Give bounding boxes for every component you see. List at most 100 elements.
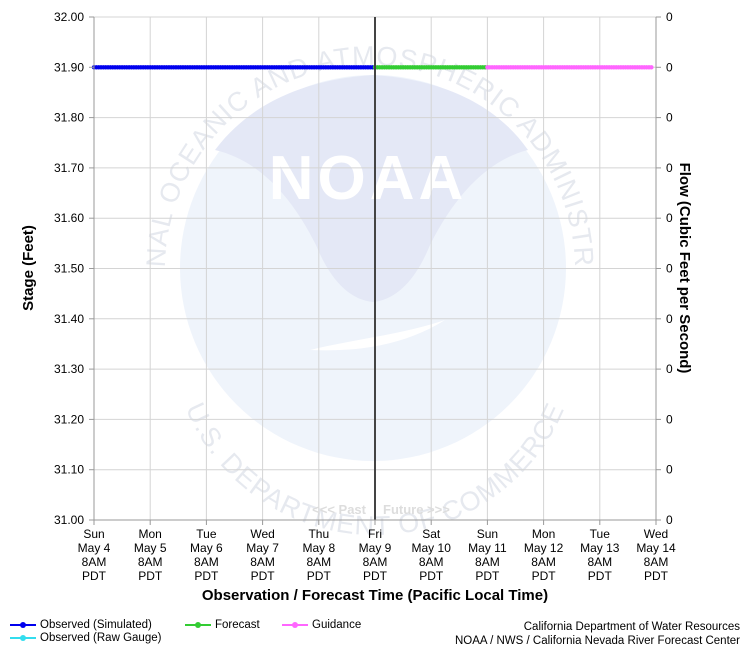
x-tick-label-line: 8AM <box>306 555 331 569</box>
x-tick-label-line: 8AM <box>138 555 163 569</box>
past-label: <<< Past <box>312 502 367 517</box>
credits: California Department of Water Resources… <box>455 620 740 648</box>
x-tick-label-line: PDT <box>532 569 557 583</box>
x-tick-label-line: Mon <box>532 527 555 541</box>
x-tick-label-line: May 11 <box>468 541 507 555</box>
x-tick-label-line: May 6 <box>190 541 223 555</box>
x-tick-label: Thu May 8 8AM PDT <box>302 527 335 583</box>
legend-label: Guidance <box>312 619 362 631</box>
credit-line-forecast-center: NOAA / NWS / California Nevada River For… <box>454 635 740 647</box>
x-tick-label: Mon May 12 8AM PDT <box>524 527 564 583</box>
x-tick-label-line: Sun <box>477 527 498 541</box>
x-tick-label-line: 8AM <box>194 555 219 569</box>
watermark-seagull <box>215 75 528 302</box>
y2-tick-label: 0 <box>666 513 673 527</box>
y-tick-label: 31.50 <box>54 262 84 276</box>
x-tick-label-line: May 10 <box>412 541 452 555</box>
legend-item-observed-simulated: Observed (Simulated) <box>10 619 152 631</box>
x-tick-label: Mon May 5 8AM PDT <box>134 527 167 583</box>
legend-label: Observed (Simulated) <box>40 619 152 631</box>
x-tick-label-line: PDT <box>644 569 669 583</box>
x-tick-label-line: May 7 <box>246 541 279 555</box>
x-tick-label-line: May 4 <box>78 541 111 555</box>
x-tick-label-line: PDT <box>138 569 163 583</box>
x-tick-label-line: 8AM <box>419 555 444 569</box>
x-tick-label-line: Wed <box>250 527 274 541</box>
x-tick-label-line: 8AM <box>363 555 388 569</box>
y-tick-label: 31.80 <box>54 111 84 125</box>
x-tick-label: Tue May 6 8AM PDT <box>190 527 223 583</box>
x-tick-label: Sun May 4 8AM PDT <box>78 527 111 583</box>
credit-line-agency: California Department of Water Resources <box>523 621 740 633</box>
y2-tick-label: 0 <box>666 10 673 24</box>
legend-label: Forecast <box>215 619 260 631</box>
y-tick-label: 31.10 <box>54 463 84 477</box>
legend-item-forecast: Forecast <box>185 619 260 631</box>
watermark-wave <box>310 320 445 351</box>
legend-item-observed-raw-gauge: Observed (Raw Gauge) <box>10 632 161 644</box>
x-tick-label-line: May 13 <box>580 541 620 555</box>
x-tick-label-line: May 14 <box>636 541 676 555</box>
y2-tick-label: 0 <box>666 211 673 225</box>
x-tick-label-line: May 12 <box>524 541 564 555</box>
x-tick-label-line: 8AM <box>82 555 107 569</box>
x-tick-label-line: PDT <box>307 569 332 583</box>
x-tick-label-line: PDT <box>363 569 388 583</box>
observed-simulated-swatch <box>10 620 36 630</box>
y-tick-label: 31.20 <box>54 412 84 426</box>
x-tick-label-line: PDT <box>194 569 219 583</box>
y2-axis-title: Flow (Cubic Feet per Second) <box>676 163 693 374</box>
x-axis-title: Observation / Forecast Time (Pacific Loc… <box>202 587 548 604</box>
y2-tick-label: 0 <box>666 111 673 125</box>
series-layer <box>91 65 654 70</box>
y2-tick-label: 0 <box>666 463 673 477</box>
x-tick-label-line: Tue <box>196 527 217 541</box>
x-tick-label-line: Thu <box>308 527 329 541</box>
y-tick-label: 31.70 <box>54 161 84 175</box>
x-tick-label-line: May 9 <box>359 541 392 555</box>
y2-tick-label: 0 <box>666 312 673 326</box>
y-tick-label: 31.00 <box>54 513 84 527</box>
observed-raw-swatch <box>10 633 36 643</box>
x-tick-label-line: 8AM <box>644 555 669 569</box>
series-point <box>649 65 654 70</box>
legend-item-guidance: Guidance <box>282 619 361 631</box>
y-tick-label: 31.40 <box>54 312 84 326</box>
x-tick-label-line: Sun <box>83 527 104 541</box>
x-tick-label: Wed May 14 8AM PDT <box>636 527 676 583</box>
x-tick-label: Fri May 9 8AM PDT <box>359 527 392 583</box>
y2-tick-label: 0 <box>666 262 673 276</box>
noaa-watermark: NOAA NATIONAL OCEANIC AND ATMOSPHERIC AD… <box>0 0 598 541</box>
x-tick-label-line: 8AM <box>475 555 500 569</box>
x-tick-label-line: PDT <box>475 569 500 583</box>
axes: 31.00 0 31.10 0 31.20 0 31.30 0 31.40 0 31.50 0 31.6… <box>54 10 676 583</box>
legend: Observed (Simulated) Observed (Raw Gauge… <box>10 619 740 649</box>
y-axis-title: Stage (Feet) <box>20 225 37 311</box>
x-tick-label-line: Wed <box>644 527 668 541</box>
x-tick-label-line: 8AM <box>250 555 275 569</box>
x-tick-label-line: 8AM <box>531 555 556 569</box>
series-guidance <box>485 65 654 70</box>
x-tick-label: Tue May 13 8AM PDT <box>580 527 620 583</box>
x-tick-label-line: Tue <box>590 527 611 541</box>
x-tick-label-line: Fri <box>368 527 382 541</box>
x-tick-label-line: PDT <box>251 569 276 583</box>
x-tick-label-line: PDT <box>82 569 107 583</box>
legend-label: Observed (Raw Gauge) <box>40 632 162 644</box>
guidance-swatch <box>282 620 308 630</box>
hydrograph-chart: NOAA NATIONAL OCEANIC AND ATMOSPHERIC AD… <box>0 0 693 604</box>
y-tick-label: 31.90 <box>54 60 84 74</box>
watermark-logo-text: NOAA <box>269 144 468 213</box>
future-label: Future >>> <box>383 502 450 517</box>
series-forecast <box>372 65 490 70</box>
series-observed-simulated <box>91 65 378 70</box>
y2-tick-label: 0 <box>666 60 673 74</box>
y2-tick-label: 0 <box>666 362 673 376</box>
x-tick-label-line: PDT <box>419 569 444 583</box>
x-tick-label-line: 8AM <box>587 555 612 569</box>
forecast-swatch <box>185 620 211 630</box>
y-tick-label: 32.00 <box>54 10 84 24</box>
y-tick-label: 31.60 <box>54 211 84 225</box>
x-tick-label: Sat May 10 8AM PDT <box>412 527 452 583</box>
y2-tick-label: 0 <box>666 412 673 426</box>
